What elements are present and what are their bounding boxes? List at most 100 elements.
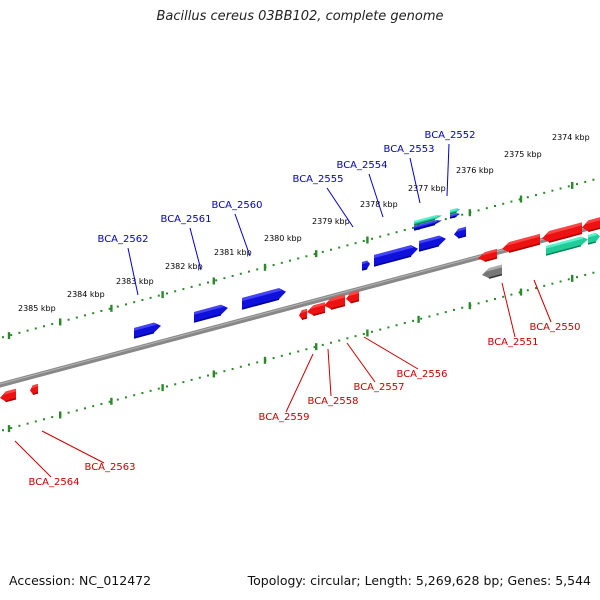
forward-gene-glyph[interactable] xyxy=(193,304,228,323)
other-gene-glyph[interactable] xyxy=(482,264,503,279)
gene-edge xyxy=(548,232,583,243)
forward-gene-glyph[interactable] xyxy=(133,322,161,339)
reverse-gene-glyph[interactable] xyxy=(299,308,308,320)
minor-tick xyxy=(321,343,324,346)
gene-edge xyxy=(413,218,436,226)
minor-tick xyxy=(116,398,119,401)
minor-tick xyxy=(477,209,480,212)
minor-tick xyxy=(444,218,447,221)
tick-label: 2381 kbp xyxy=(214,248,252,257)
reverse-gene-glyph[interactable] xyxy=(307,302,326,317)
gene-bevel xyxy=(300,308,307,314)
minor-tick xyxy=(428,315,431,318)
gene-label-bca-2553[interactable]: BCA_2553 xyxy=(384,144,435,155)
gene-body xyxy=(194,304,228,322)
gene-label-bca-2552[interactable]: BCA_2552 xyxy=(425,130,476,141)
gene-label-bca-2550[interactable]: BCA_2550 xyxy=(530,322,581,333)
forward-gene-glyph[interactable] xyxy=(449,213,460,219)
rna-gene-glyph[interactable] xyxy=(545,236,588,256)
rna-gene-glyph[interactable] xyxy=(449,208,460,215)
minor-tick xyxy=(280,354,283,357)
minor-tick xyxy=(510,200,513,203)
minor-tick xyxy=(125,396,127,399)
minor-tick xyxy=(321,250,324,253)
reverse-gene-glyph[interactable] xyxy=(478,248,498,262)
gene-bevel xyxy=(588,232,598,238)
major-tick xyxy=(7,425,11,433)
reverse-gene-glyph[interactable] xyxy=(582,217,600,233)
major-tick xyxy=(110,304,113,312)
gene-label-bca-2554[interactable]: BCA_2554 xyxy=(337,160,388,171)
gene-edge xyxy=(413,223,436,231)
forward-gene-glyph[interactable] xyxy=(373,245,418,267)
reverse-gene-glyph[interactable] xyxy=(502,233,541,253)
major-tick xyxy=(571,274,574,282)
minor-tick xyxy=(420,317,423,320)
gene-label-bca-2564[interactable]: BCA_2564 xyxy=(29,477,80,488)
minor-tick xyxy=(518,291,521,294)
minor-tick xyxy=(256,361,259,364)
minor-tick xyxy=(289,259,291,262)
outer-tick-track xyxy=(2,178,595,340)
gene-label-bca-2561[interactable]: BCA_2561 xyxy=(161,214,212,225)
minor-tick xyxy=(584,180,587,183)
minor-tick xyxy=(92,312,95,315)
gene-label-bca-2560[interactable]: BCA_2560 xyxy=(212,200,263,211)
forward-gene-glyph[interactable] xyxy=(418,235,446,252)
gene-edge xyxy=(449,211,457,215)
major-tick xyxy=(110,397,113,405)
minor-tick xyxy=(485,300,488,303)
gene-label-bca-2563[interactable]: BCA_2563 xyxy=(85,462,136,473)
label-leader-line xyxy=(346,342,376,383)
minor-tick xyxy=(412,226,414,229)
gene-label-bca-2555[interactable]: BCA_2555 xyxy=(293,174,344,185)
gene-edge xyxy=(241,298,280,310)
gene-bevel xyxy=(585,217,600,225)
forward-gene-glyph[interactable] xyxy=(413,220,442,231)
minor-tick xyxy=(494,297,496,300)
forward-gene-glyph[interactable] xyxy=(241,288,286,310)
minor-tick xyxy=(84,314,86,317)
reverse-gene-glyph[interactable] xyxy=(30,383,39,395)
reverse-gene-glyph[interactable] xyxy=(542,222,583,243)
minor-tick xyxy=(379,235,382,238)
label-leader-line xyxy=(446,143,450,197)
minor-tick xyxy=(207,374,209,377)
gene-bevel xyxy=(31,383,38,389)
minor-tick xyxy=(141,392,144,395)
gene-label-bca-2556[interactable]: BCA_2556 xyxy=(397,369,448,380)
minor-tick xyxy=(338,339,341,342)
accession-label: Accession: NC_012472 xyxy=(9,573,152,588)
gene-edge xyxy=(488,273,503,279)
reverse-gene-glyph[interactable] xyxy=(0,388,17,403)
rna-gene-glyph[interactable] xyxy=(413,215,442,226)
minor-tick xyxy=(436,313,439,316)
minor-tick xyxy=(395,324,398,327)
rna-gene-glyph[interactable] xyxy=(587,232,600,245)
label-leader-line xyxy=(501,282,516,338)
gene-bevel xyxy=(194,304,224,315)
gene-bevel xyxy=(481,248,497,256)
forward-gene-glyph[interactable] xyxy=(361,260,370,271)
minor-tick xyxy=(272,357,275,360)
forward-gene-glyph[interactable] xyxy=(454,226,467,239)
minor-tick xyxy=(485,207,488,210)
gene-bevel xyxy=(328,294,345,302)
gene-bevel xyxy=(450,208,458,212)
minor-tick xyxy=(108,400,111,403)
reverse-gene-glyph[interactable] xyxy=(346,290,360,304)
major-tick xyxy=(212,370,215,378)
minor-tick xyxy=(592,271,595,274)
gene-bevel xyxy=(546,236,584,249)
minor-tick xyxy=(313,253,316,256)
gene-label-bca-2557[interactable]: BCA_2557 xyxy=(354,382,405,393)
gene-label-bca-2558[interactable]: BCA_2558 xyxy=(308,396,359,407)
reverse-gene-glyph[interactable] xyxy=(324,294,346,310)
gene-label-bca-2559[interactable]: BCA_2559 xyxy=(259,412,310,423)
gene-label-bca-2562[interactable]: BCA_2562 xyxy=(98,234,149,245)
gene-label-bca-2551[interactable]: BCA_2551 xyxy=(488,337,539,348)
major-tick xyxy=(59,411,62,419)
minor-tick xyxy=(2,429,4,432)
label-leader-line xyxy=(285,353,314,413)
minor-tick xyxy=(215,372,218,375)
